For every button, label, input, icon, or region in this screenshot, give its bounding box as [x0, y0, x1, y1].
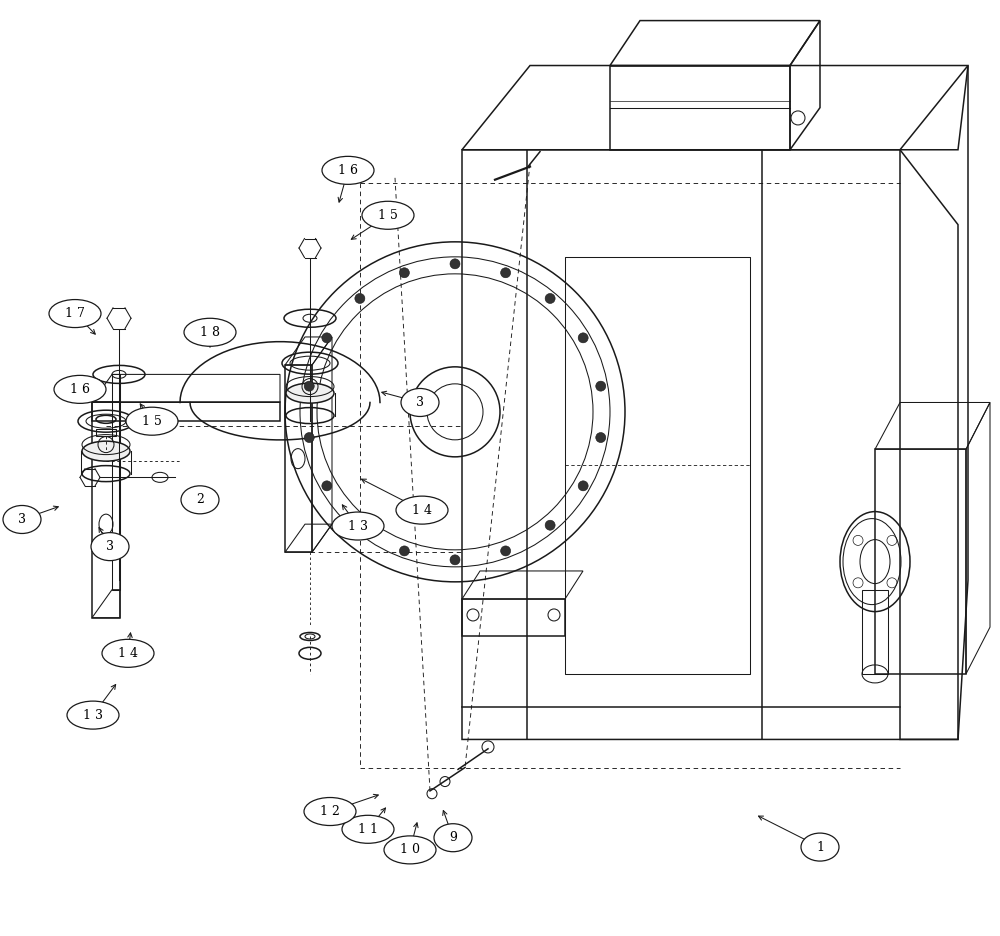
Text: 1 0: 1 0: [400, 843, 420, 856]
Circle shape: [450, 259, 460, 269]
Circle shape: [322, 481, 332, 490]
Circle shape: [399, 268, 409, 278]
Text: 1 3: 1 3: [83, 709, 103, 722]
Text: 1: 1: [816, 841, 824, 854]
Text: 1 8: 1 8: [200, 326, 220, 339]
Ellipse shape: [286, 383, 334, 403]
Ellipse shape: [401, 388, 439, 417]
Circle shape: [596, 432, 606, 443]
Ellipse shape: [184, 318, 236, 346]
Ellipse shape: [126, 407, 178, 435]
Circle shape: [545, 294, 555, 303]
Text: 3: 3: [106, 540, 114, 553]
Circle shape: [355, 294, 365, 303]
Circle shape: [596, 381, 606, 391]
Text: 1 2: 1 2: [320, 805, 340, 818]
Ellipse shape: [434, 824, 472, 852]
Ellipse shape: [181, 486, 219, 514]
Text: 1 1: 1 1: [358, 823, 378, 836]
Circle shape: [304, 432, 314, 443]
Circle shape: [304, 381, 314, 391]
Text: 1 7: 1 7: [65, 307, 85, 320]
Ellipse shape: [3, 505, 41, 534]
Text: 3: 3: [18, 513, 26, 526]
Text: 9: 9: [449, 831, 457, 844]
Ellipse shape: [322, 156, 374, 184]
Ellipse shape: [396, 496, 448, 524]
Ellipse shape: [304, 797, 356, 826]
Ellipse shape: [82, 441, 130, 461]
Circle shape: [501, 268, 511, 278]
Circle shape: [578, 333, 588, 343]
Text: 1 4: 1 4: [118, 647, 138, 660]
Ellipse shape: [49, 300, 101, 328]
Ellipse shape: [91, 533, 129, 561]
Ellipse shape: [801, 833, 839, 861]
Circle shape: [578, 481, 588, 490]
Circle shape: [450, 555, 460, 564]
Text: 1 4: 1 4: [412, 504, 432, 517]
Ellipse shape: [362, 201, 414, 229]
Circle shape: [322, 333, 332, 343]
Text: 3: 3: [416, 396, 424, 409]
Circle shape: [545, 520, 555, 530]
Ellipse shape: [342, 815, 394, 843]
Text: 1 5: 1 5: [142, 415, 162, 428]
Text: 1 3: 1 3: [348, 519, 368, 533]
Ellipse shape: [54, 375, 106, 403]
Circle shape: [399, 546, 409, 556]
Text: 1 6: 1 6: [338, 164, 358, 177]
Circle shape: [355, 520, 365, 530]
Text: 2: 2: [196, 493, 204, 506]
Ellipse shape: [332, 512, 384, 540]
Circle shape: [501, 546, 511, 556]
Ellipse shape: [67, 701, 119, 729]
Text: 1 5: 1 5: [378, 209, 398, 222]
Ellipse shape: [384, 836, 436, 864]
Ellipse shape: [102, 639, 154, 667]
Text: 1 6: 1 6: [70, 383, 90, 396]
